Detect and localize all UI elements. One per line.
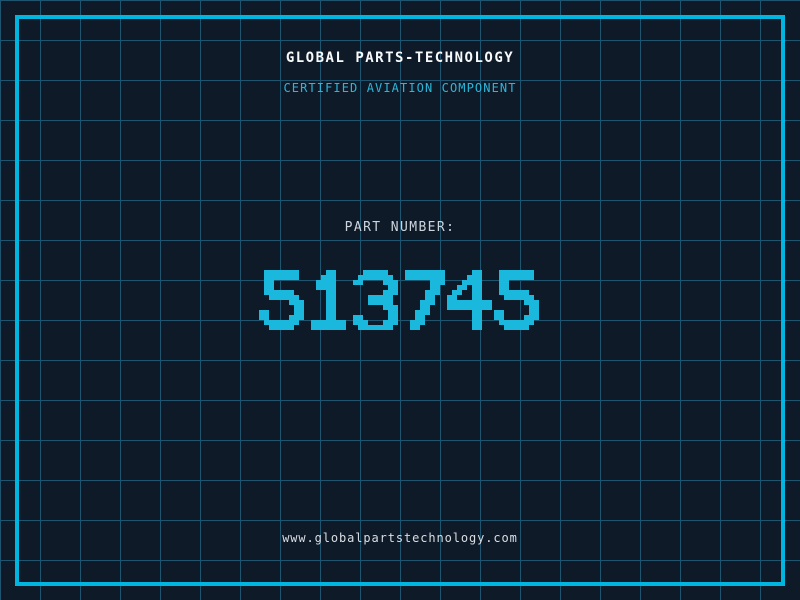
part-number-label: PART NUMBER:: [344, 220, 456, 235]
part-number-display: [259, 270, 541, 330]
part-number-digit: [259, 270, 304, 330]
company-title: GLOBAL PARTS-TECHNOLOGY: [285, 50, 515, 66]
certification-subtitle: CERTIFIED AVIATION COMPONENT: [283, 81, 517, 95]
part-number-digit: [306, 270, 351, 330]
part-number-digit: [353, 270, 398, 330]
part-number-digit: [400, 270, 445, 330]
website-url: www.globalpartstechnology.com: [282, 531, 518, 545]
part-number-digit: [494, 270, 539, 330]
part-number-digit: [447, 270, 492, 330]
